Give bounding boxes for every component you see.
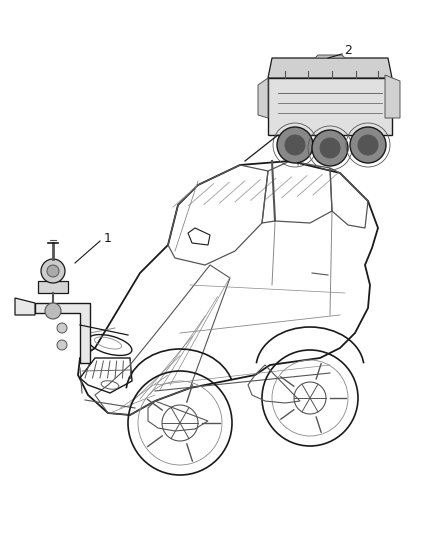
- Circle shape: [47, 265, 59, 277]
- Polygon shape: [15, 298, 35, 315]
- Polygon shape: [35, 303, 90, 363]
- Circle shape: [45, 303, 61, 319]
- Circle shape: [57, 323, 67, 333]
- Circle shape: [312, 130, 348, 166]
- Polygon shape: [385, 75, 400, 118]
- Polygon shape: [38, 281, 68, 293]
- Circle shape: [350, 127, 386, 163]
- Text: 1: 1: [104, 231, 112, 245]
- Circle shape: [320, 138, 340, 158]
- Polygon shape: [268, 78, 392, 135]
- Circle shape: [41, 259, 65, 283]
- Polygon shape: [268, 58, 392, 78]
- Circle shape: [358, 135, 378, 155]
- Circle shape: [277, 127, 313, 163]
- Circle shape: [57, 340, 67, 350]
- Polygon shape: [258, 78, 268, 118]
- Text: 2: 2: [344, 44, 352, 58]
- Circle shape: [285, 135, 305, 155]
- Polygon shape: [315, 55, 345, 58]
